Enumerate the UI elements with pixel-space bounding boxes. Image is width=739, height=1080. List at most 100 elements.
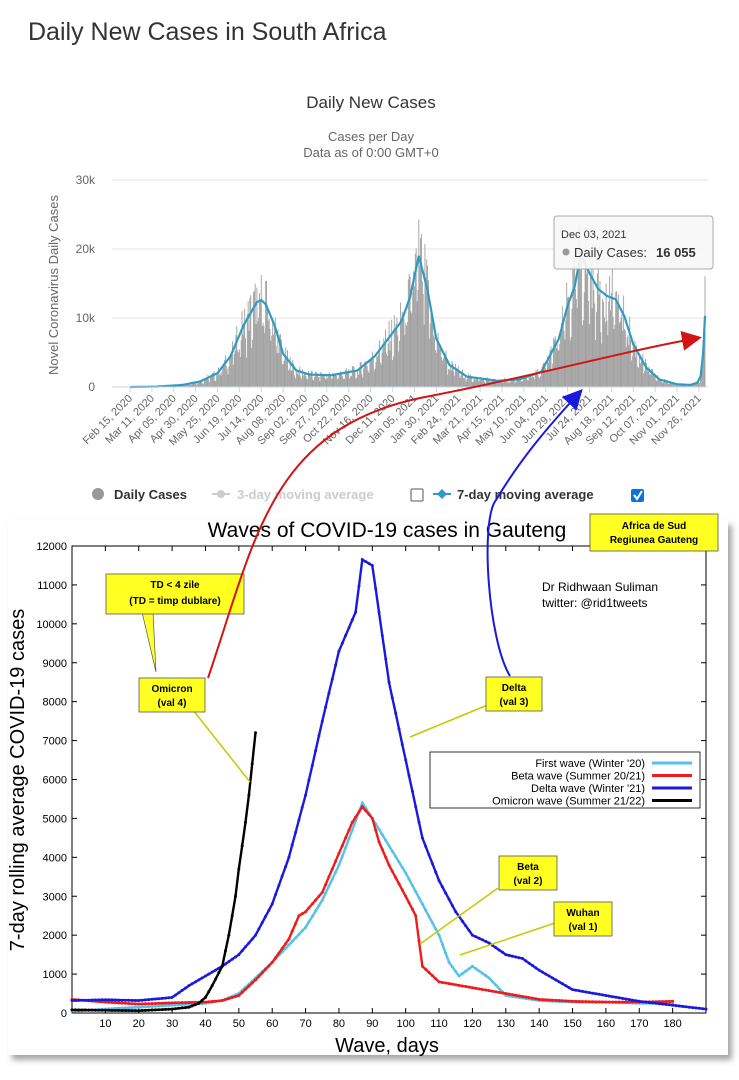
- wave-point: [70, 999, 74, 1002]
- wave-point: [93, 1008, 97, 1012]
- daily-case-bar: [213, 371, 215, 387]
- daily-case-bar: [332, 372, 334, 387]
- wave-point: [204, 974, 207, 978]
- daily-case-bar: [402, 318, 404, 387]
- page-title: Daily New Cases in South Africa: [28, 18, 387, 46]
- wave-point: [394, 876, 398, 880]
- daily-case-bar: [483, 378, 485, 387]
- daily-case-bar: [273, 334, 274, 387]
- wave-point: [480, 971, 484, 975]
- wave-point: [554, 978, 558, 982]
- daily-case-bar: [515, 381, 517, 387]
- daily-case-bar: [512, 378, 514, 387]
- wave-point: [584, 1000, 588, 1004]
- daily-case-bar: [216, 373, 218, 387]
- daily-case-bar: [446, 359, 448, 387]
- daily-case-bar: [646, 367, 648, 387]
- daily-case-bar: [498, 381, 500, 387]
- wave-point: [470, 964, 474, 968]
- daily-case-bar: [329, 372, 330, 387]
- credit-twitter: twitter: @rid1tweets: [542, 596, 648, 610]
- daily-case-bar: [510, 381, 512, 387]
- legend-item-3day-average[interactable]: 3-day moving average: [212, 487, 424, 502]
- wave-point: [163, 1001, 167, 1005]
- wave-point: [334, 663, 338, 667]
- daily-case-bar: [543, 362, 545, 387]
- wave-point: [584, 990, 588, 994]
- legend-item-daily-cases[interactable]: Daily Cases: [92, 487, 187, 502]
- wave-point: [170, 1001, 174, 1005]
- wave-point: [521, 957, 524, 960]
- daily-case-bar: [499, 379, 501, 387]
- daily-case-bar: [227, 374, 229, 387]
- daily-case-bar: [577, 266, 579, 387]
- wave-point: [504, 953, 508, 957]
- daily-case-bar: [230, 356, 232, 387]
- wave-point: [90, 1008, 94, 1012]
- wave-point: [130, 998, 134, 1002]
- daily-case-bar: [432, 315, 434, 387]
- daily-case-bar: [609, 276, 611, 387]
- omicron-callout-line1: Omicron: [151, 684, 192, 695]
- daily-case-bar: [324, 378, 326, 387]
- wave-point: [77, 998, 81, 1002]
- wave-point: [157, 997, 161, 1001]
- daily-case-bar: [505, 378, 506, 387]
- top-y-tick-label: 20k: [76, 242, 96, 256]
- daily-case-bar: [596, 273, 598, 387]
- daily-case-bar: [209, 382, 211, 387]
- daily-case-bar: [378, 340, 380, 387]
- daily-case-bar: [437, 332, 439, 387]
- wave-point: [254, 978, 257, 982]
- daily-case-bar: [265, 281, 267, 387]
- wave-point: [364, 809, 368, 813]
- wave-point: [133, 1002, 137, 1006]
- daily-case-bar: [264, 333, 266, 387]
- wave-point: [120, 998, 124, 1002]
- daily-case-bar: [468, 373, 470, 387]
- daily-case-bar: [361, 374, 363, 387]
- daily-case-bar: [214, 380, 216, 387]
- daily-case-bar: [482, 377, 484, 387]
- daily-case-bar: [196, 383, 198, 387]
- 3day-checkbox[interactable]: [410, 488, 424, 502]
- wave-point: [354, 815, 358, 819]
- daily-case-bar: [178, 385, 180, 387]
- wave-point: [417, 896, 421, 900]
- bottom-x-ticks: 10 20 30 40 50 60 70 80 90 100 110 120 130 140 150 160 1…: [99, 546, 682, 1030]
- daily-case-bar: [311, 370, 313, 387]
- daily-case-bar: [279, 334, 281, 387]
- bottom-x-tick-label: 140: [530, 1018, 548, 1030]
- wave-point: [150, 1004, 154, 1008]
- daily-case-bar: [560, 330, 562, 387]
- gauteng-waves-chart: Waves of COVID-19 cases in Gauteng 0 1000…: [7, 513, 728, 1057]
- daily-case-bar: [414, 253, 416, 387]
- daily-case-bar: [532, 376, 534, 387]
- wave-point: [657, 1002, 661, 1006]
- daily-case-bar: [516, 381, 518, 387]
- daily-case-bar: [584, 264, 586, 387]
- daily-case-bar: [325, 379, 327, 387]
- daily-case-bar: [364, 361, 366, 387]
- daily-case-bar: [403, 318, 405, 387]
- wave-point: [384, 657, 388, 661]
- bottom-y-tick-label: 4000: [43, 852, 67, 864]
- daily-case-bar: [603, 301, 604, 387]
- wave-point: [207, 972, 211, 976]
- wave-point: [387, 680, 391, 684]
- daily-case-bar: [450, 370, 452, 387]
- daily-case-bar: [449, 364, 451, 387]
- daily-case-bar: [289, 356, 291, 387]
- daily-case-bar: [574, 253, 576, 387]
- daily-case-bar: [622, 330, 624, 387]
- daily-case-bar: [233, 354, 235, 387]
- legend-item-7day-average[interactable]: 7-day moving average: [433, 487, 644, 502]
- daily-case-bar: [620, 317, 622, 387]
- wave-point: [697, 1006, 701, 1010]
- credit-author: Dr Ridhwaan Suliman: [542, 580, 658, 594]
- daily-case-bar: [648, 366, 650, 387]
- wave-point: [250, 981, 254, 985]
- wave-point: [547, 998, 551, 1002]
- daily-case-bar: [322, 373, 323, 387]
- daily-case-bar: [345, 368, 347, 387]
